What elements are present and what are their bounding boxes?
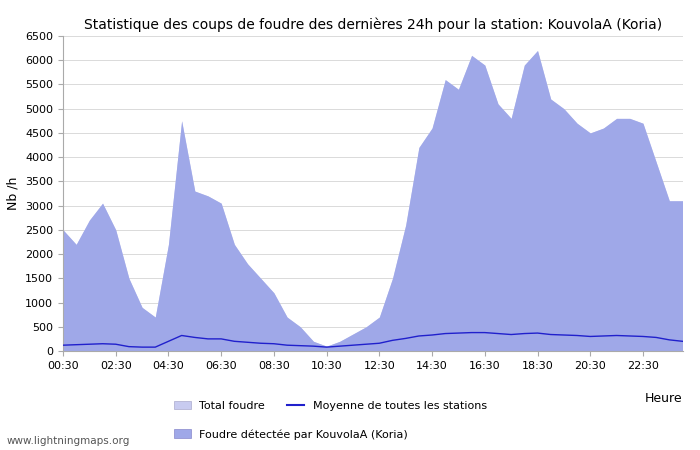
- Y-axis label: Nb /h: Nb /h: [6, 177, 20, 210]
- Text: www.lightningmaps.org: www.lightningmaps.org: [7, 436, 130, 446]
- Text: Heure: Heure: [645, 392, 682, 405]
- Title: Statistique des coups de foudre des dernières 24h pour la station: KouvolaA (Kor: Statistique des coups de foudre des dern…: [84, 18, 662, 32]
- Legend: Foudre détectée par KouvolaA (Koria): Foudre détectée par KouvolaA (Koria): [174, 429, 408, 440]
